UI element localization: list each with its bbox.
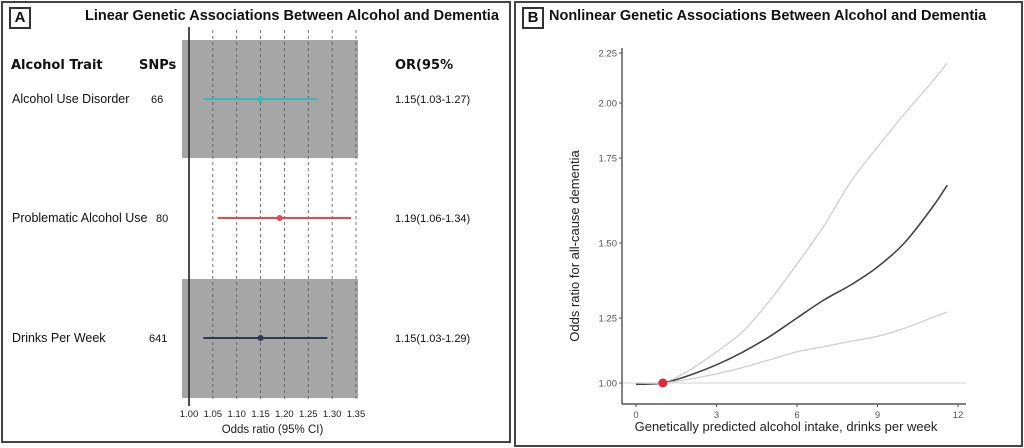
forest-plot: 1.00 1.05 1.10 1.15 1.20 1.25 1.30 1.35 Odds ra… bbox=[180, 27, 366, 436]
point-estimate bbox=[257, 335, 264, 341]
header-or: OR(95% bbox=[395, 58, 454, 73]
x-tick-label: 1.25 bbox=[299, 409, 318, 420]
y-tick-label: 1.75 bbox=[599, 154, 618, 165]
row-snps-pau: 80 bbox=[156, 213, 169, 225]
x-axis-label: Odds ratio (95% CI) bbox=[222, 424, 324, 436]
header-alcohol-trait: Alcohol Trait bbox=[11, 58, 103, 73]
x-tick-label: 1.35 bbox=[347, 409, 366, 420]
x-tick-label: 1.15 bbox=[251, 409, 270, 420]
x-tick-label: 3 bbox=[714, 410, 719, 421]
row-label-aud: Alcohol Use Disorder bbox=[12, 92, 130, 106]
x-tick-label: 1.00 bbox=[180, 409, 199, 420]
y-tick-label: 1.00 bbox=[599, 379, 618, 390]
lower-ci-curve bbox=[635, 311, 948, 384]
x-tick-label: 1.05 bbox=[204, 409, 223, 420]
y-axis-label: Odds ratio for all-cause dementia bbox=[567, 149, 582, 341]
row-snps-dpw: 641 bbox=[149, 333, 168, 345]
nonlinear-plot: 1.00 1.25 1.50 1.75 2.00 2.25 0 3 6 9 12 Genetical… bbox=[567, 48, 966, 434]
x-tick-label: 1.10 bbox=[227, 409, 246, 420]
row-snps-aud: 66 bbox=[151, 94, 164, 106]
row-or-aud: 1.15(1.03-1.27) bbox=[395, 94, 471, 106]
panel-a-title: Linear Genetic Associations Between Alco… bbox=[85, 8, 499, 24]
header-snps: SNPs bbox=[139, 58, 177, 73]
y-tick-label: 2.25 bbox=[599, 49, 618, 60]
x-tick-label: 1.30 bbox=[323, 409, 342, 420]
x-tick-label: 12 bbox=[953, 410, 964, 421]
x-tick-label: 1.20 bbox=[275, 409, 294, 420]
y-tick-label: 1.25 bbox=[599, 314, 618, 325]
panel-b: B Nonlinear Genetic Associations Between… bbox=[514, 1, 1023, 447]
row-or-dpw: 1.15(1.03-1.29) bbox=[395, 333, 471, 345]
x-tick-label: 6 bbox=[794, 410, 799, 421]
panel-a-letter: A bbox=[9, 7, 31, 29]
reference-point bbox=[658, 378, 668, 388]
estimate-curve bbox=[635, 184, 948, 386]
panel-b-title: Nonlinear Genetic Associations Between A… bbox=[549, 8, 987, 24]
x-tick-label: 0 bbox=[633, 410, 638, 421]
panel-a: A Linear Genetic Associations Between Al… bbox=[1, 1, 511, 443]
y-tick-label: 2.00 bbox=[599, 99, 618, 110]
panel-b-letter: B bbox=[522, 7, 544, 29]
row-label-dpw: Drinks Per Week bbox=[12, 331, 106, 345]
point-estimate bbox=[276, 215, 283, 221]
upper-ci-curve bbox=[635, 62, 948, 385]
x-tick-label: 9 bbox=[875, 410, 880, 421]
row-or-pau: 1.19(1.06-1.34) bbox=[395, 213, 471, 225]
x-axis-label: Genetically predicted alcohol intake, dr… bbox=[635, 419, 938, 434]
row-label-pau: Problematic Alcohol Use bbox=[12, 211, 148, 225]
y-tick-label: 1.50 bbox=[599, 239, 618, 250]
point-estimate bbox=[257, 96, 264, 102]
